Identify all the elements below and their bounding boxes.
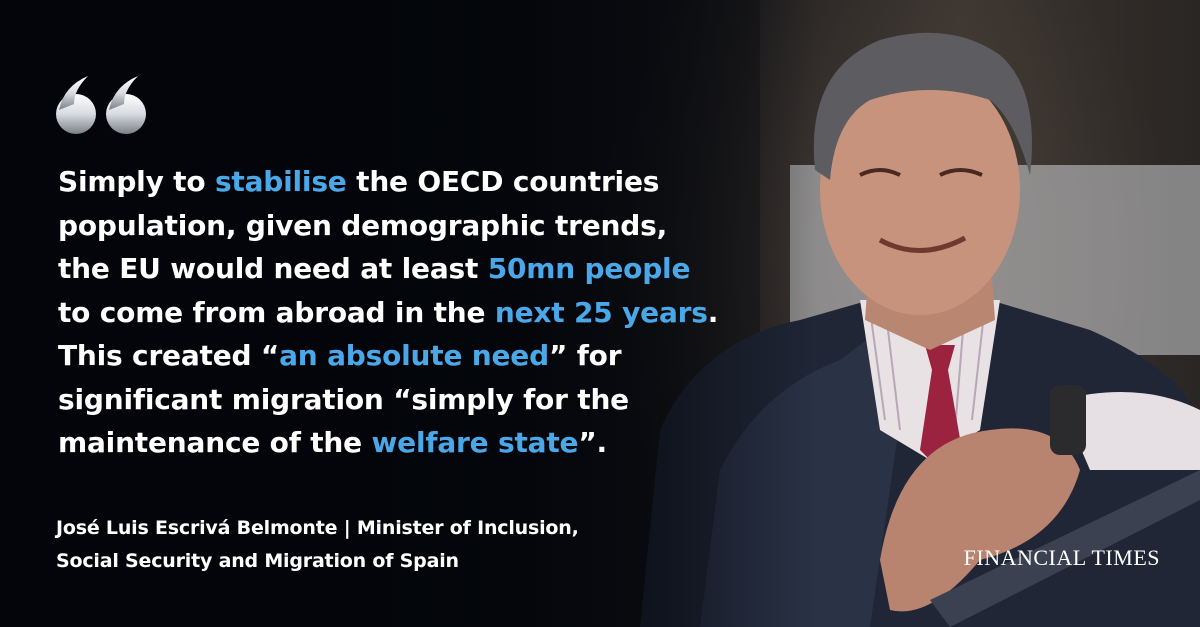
quote-highlight: next 25 years bbox=[494, 295, 708, 329]
attribution: José Luis Escrivá Belmonte | Minister of… bbox=[56, 512, 579, 578]
quote-highlight: 50mn people bbox=[487, 252, 691, 285]
attribution-line-2: Social Security and Migration of Spain bbox=[56, 550, 459, 572]
quote-segment: . This created “ bbox=[58, 295, 719, 373]
attribution-line-1: José Luis Escrivá Belmonte | Minister of… bbox=[56, 517, 579, 539]
quote-segment: ” for significant migration “simply for t… bbox=[58, 339, 629, 459]
quote-segment: Simply to bbox=[58, 165, 215, 198]
quote-segment: ”. bbox=[578, 426, 607, 459]
quote-highlight: an absolute need bbox=[279, 339, 549, 372]
quote-highlight: stabilise bbox=[214, 165, 347, 198]
quote-segment: the OECD countries population, given demo… bbox=[58, 165, 668, 285]
quote-highlight: welfare state bbox=[371, 426, 579, 459]
quote-segment: to come from abroad in the bbox=[58, 295, 495, 329]
open-quote-icon bbox=[56, 76, 146, 134]
financial-times-logo: FINANCIAL TIMES bbox=[963, 545, 1160, 570]
quote-text: Simply to stabilise the OECD countries po… bbox=[58, 160, 778, 465]
